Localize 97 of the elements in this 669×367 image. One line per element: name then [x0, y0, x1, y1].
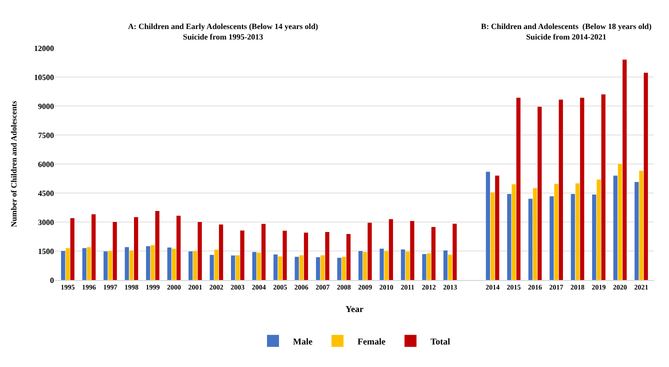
- y-tick-label: 3000: [38, 218, 54, 227]
- bar: [294, 256, 299, 280]
- bar: [337, 258, 342, 280]
- bar: [358, 251, 363, 280]
- bar: [342, 256, 346, 280]
- bar: [486, 172, 490, 280]
- bar: [558, 100, 563, 280]
- bar: [304, 232, 308, 280]
- y-tick-label: 7500: [38, 130, 54, 140]
- y-tick-label: 4500: [38, 188, 54, 198]
- bar: [316, 257, 320, 280]
- bar: [388, 219, 394, 280]
- bar: [92, 214, 96, 280]
- bar: [261, 224, 266, 280]
- bar: [443, 250, 448, 280]
- bar: [644, 72, 648, 280]
- bar: [380, 248, 384, 280]
- bar: [622, 60, 627, 280]
- x-axis-title: Year: [346, 304, 364, 314]
- bar: [448, 254, 452, 280]
- bar: [210, 254, 214, 280]
- bar: [193, 251, 198, 280]
- bar: [570, 194, 575, 280]
- bar: [146, 246, 150, 280]
- y-tick-label: 9000: [38, 102, 54, 111]
- bar: [528, 198, 533, 280]
- bar: [172, 248, 176, 280]
- bar: [273, 254, 278, 280]
- bar: [82, 248, 86, 280]
- bar: [554, 184, 558, 280]
- bar: [86, 247, 92, 280]
- bar: [368, 222, 372, 280]
- bar: [639, 170, 644, 280]
- bar: [516, 98, 520, 280]
- bar: [112, 222, 117, 280]
- bar: [618, 164, 622, 280]
- bar: [214, 250, 218, 280]
- bar: [634, 182, 639, 280]
- bar: [198, 222, 202, 280]
- bar: [400, 249, 406, 280]
- legend-label: Male: [293, 336, 312, 346]
- bar: [495, 176, 500, 280]
- legend-label: Total: [430, 336, 451, 346]
- bar: [532, 188, 538, 280]
- bar: [384, 251, 388, 280]
- bar: [538, 106, 542, 280]
- bar: [426, 253, 431, 280]
- y-tick-label: 0: [50, 276, 54, 285]
- y-axis-title: Number of Children and Adolescents: [10, 100, 19, 228]
- bar: [299, 255, 304, 280]
- bar: [150, 245, 155, 280]
- bar: [410, 221, 414, 280]
- bar: [155, 210, 160, 280]
- bar: [512, 184, 516, 280]
- y-tick-label: 1500: [38, 246, 54, 256]
- bar: [613, 176, 618, 280]
- y-tick-label: 12000: [34, 44, 54, 53]
- text: A: Children and Early Adolescents (Below 14 years old) Suicide from 1995-2013: [128, 22, 318, 42]
- bar: [188, 251, 193, 280]
- bar: [282, 230, 287, 280]
- bar: [240, 230, 244, 280]
- bar: [167, 248, 172, 280]
- bar: [596, 179, 601, 280]
- legend-label: Female: [358, 336, 386, 346]
- bar: [346, 234, 351, 280]
- bar: [256, 252, 261, 280]
- bar: [124, 247, 129, 280]
- text: B: Children and Adolescents (Below 18 years old) Suicide from 2014-2021: [481, 22, 652, 42]
- bar: [218, 224, 224, 280]
- bar: [507, 194, 512, 280]
- y-tick-label: 10500: [34, 72, 54, 82]
- bar: [134, 217, 138, 280]
- bar: [66, 248, 70, 280]
- bar: [363, 252, 368, 280]
- bar: [61, 251, 66, 280]
- bar: [575, 183, 580, 280]
- bar: [325, 232, 330, 280]
- bar: [278, 256, 282, 280]
- bar: [406, 252, 410, 280]
- bar: [490, 192, 495, 280]
- bar: [592, 194, 596, 280]
- bar: [231, 255, 236, 280]
- bar: [108, 251, 112, 280]
- bar: [601, 94, 606, 280]
- bar: [104, 251, 108, 280]
- bar: [70, 218, 74, 280]
- bar: [320, 255, 325, 280]
- bar: [236, 255, 240, 280]
- bar: [580, 98, 584, 280]
- bar: [452, 224, 457, 280]
- bar: [252, 252, 256, 280]
- bar: [129, 250, 134, 280]
- bar: [431, 227, 436, 280]
- y-tick-label: 6000: [38, 160, 54, 169]
- bar: [422, 254, 426, 280]
- bar: [550, 196, 554, 280]
- bar: [176, 216, 181, 280]
